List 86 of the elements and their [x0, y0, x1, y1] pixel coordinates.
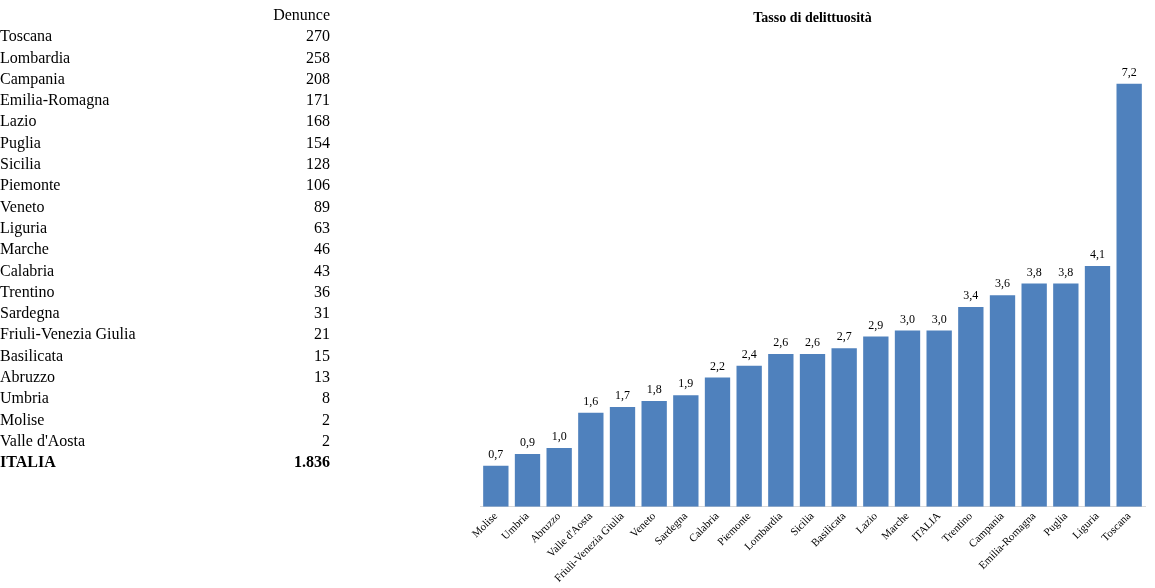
bar — [641, 401, 667, 507]
data-label: 2,2 — [710, 358, 725, 373]
category-label: Liguria — [0, 217, 48, 239]
bar — [1021, 283, 1047, 507]
data-label: 21 — [314, 324, 330, 345]
data-label: 13 — [314, 367, 330, 388]
bar — [673, 395, 699, 507]
data-label: 1.836 — [294, 452, 330, 473]
category-label: Calabria — [0, 260, 55, 281]
data-label: 1,9 — [678, 376, 694, 391]
data-label: 128 — [306, 154, 330, 175]
data-label: 3,8 — [1026, 264, 1042, 279]
bar — [483, 465, 509, 507]
data-label: 171 — [306, 90, 330, 111]
data-label: 2,4 — [741, 346, 757, 361]
data-label: 2,6 — [805, 335, 820, 350]
category-label: Trentino — [0, 281, 55, 302]
category-label: Campania — [0, 68, 65, 90]
data-label: 89 — [314, 196, 330, 217]
category-label: Basilicata — [0, 345, 64, 366]
bar — [1053, 283, 1079, 507]
category-label: Piemonte — [0, 175, 61, 196]
data-label: 3,8 — [1058, 264, 1074, 279]
category-label: Umbria — [0, 388, 49, 409]
bar — [609, 406, 636, 507]
data-label: 3,6 — [995, 276, 1010, 291]
data-label: 2,6 — [773, 335, 789, 350]
category-label: Valle d'Aosta — [0, 430, 86, 451]
category-label: Marche — [0, 239, 49, 260]
data-label: 2,9 — [868, 317, 884, 332]
category-label: Veneto — [0, 196, 45, 217]
data-label: 8 — [322, 388, 330, 409]
bar — [958, 307, 984, 507]
data-label: 2 — [322, 409, 330, 430]
data-label: 154 — [306, 132, 330, 153]
data-label: 1,0 — [551, 429, 567, 444]
category-label: Sicilia — [0, 154, 41, 175]
bar — [926, 330, 952, 507]
bar — [863, 336, 889, 507]
data-label: 0,7 — [488, 446, 504, 461]
bar — [578, 412, 604, 507]
category-label: Lombardia — [0, 47, 71, 68]
data-label: 46 — [314, 239, 330, 260]
category-label: Lazio — [0, 111, 37, 132]
bar — [546, 448, 572, 507]
category-label: Puglia — [0, 132, 41, 154]
category-label: Toscana — [0, 26, 53, 47]
data-label: 36 — [314, 281, 330, 302]
data-label: 63 — [314, 217, 330, 238]
bar — [768, 354, 794, 507]
category-label: ITALIA — [0, 452, 56, 473]
data-label: 1,6 — [583, 393, 599, 408]
data-label: 3,0 — [931, 311, 947, 326]
data-label: 208 — [306, 68, 330, 89]
chart-title: Tasso di delittuosità — [753, 10, 872, 26]
bar — [514, 453, 541, 507]
data-label: 270 — [306, 26, 330, 47]
data-label: 4,1 — [1090, 247, 1105, 262]
data-label: 15 — [314, 345, 330, 366]
data-label: 258 — [306, 47, 330, 68]
bar — [1084, 265, 1111, 507]
text: Denunce — [273, 5, 330, 25]
data-label: 43 — [314, 260, 330, 281]
bar — [736, 365, 762, 507]
category-label: Friuli-Venezia Giulia — [0, 324, 136, 345]
data-label: 31 — [314, 303, 330, 324]
data-label: 2,7 — [836, 329, 852, 344]
bar — [894, 330, 921, 507]
data-label: 168 — [306, 111, 330, 132]
bar — [989, 295, 1016, 507]
bar — [831, 348, 857, 507]
category-label: Sardegna — [0, 303, 60, 324]
data-label: 2 — [322, 430, 330, 451]
data-label: 7,2 — [1121, 64, 1137, 79]
bar — [704, 377, 731, 507]
category-label: Molise — [0, 409, 45, 430]
bar — [799, 354, 826, 507]
category-label: Abruzzo — [0, 367, 56, 388]
data-label: 1,8 — [646, 382, 662, 397]
data-label: 3,0 — [900, 311, 915, 326]
data-label: 1,7 — [615, 388, 630, 403]
data-label: 106 — [306, 175, 330, 196]
data-label: 3,4 — [963, 288, 979, 303]
bar — [1116, 83, 1142, 507]
category-label: Emilia-Romagna — [0, 90, 110, 111]
data-label: 0,9 — [520, 435, 535, 450]
